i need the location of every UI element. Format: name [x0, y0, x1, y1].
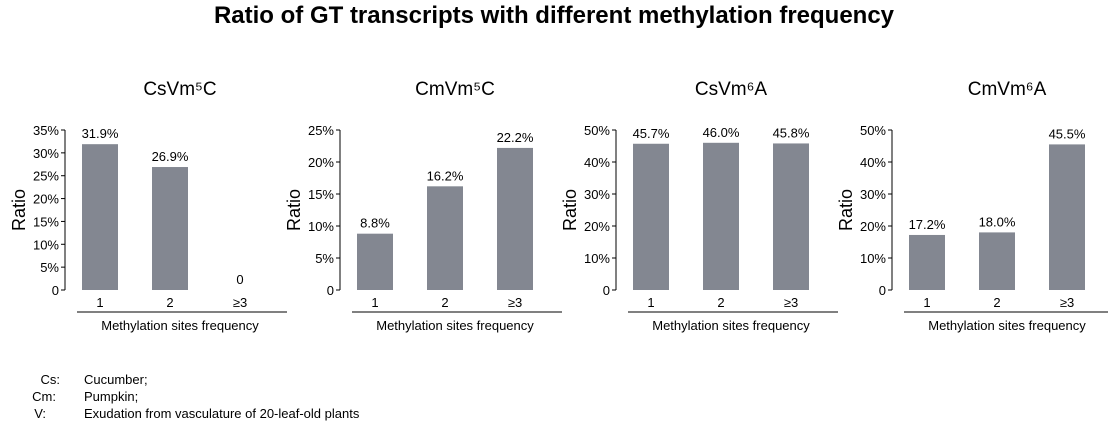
- x-axis-label: Methylation sites frequency: [928, 318, 1086, 333]
- y-tick-label: 25%: [33, 169, 59, 184]
- y-tick-label: 30%: [33, 146, 59, 161]
- footnote-row: V: Exudation from vasculature of 20-leaf…: [0, 405, 600, 422]
- x-tick-label: ≥3: [784, 295, 798, 310]
- y-tick-label: 0: [52, 283, 59, 298]
- x-tick-label: 2: [441, 295, 448, 310]
- x-axis-label: Methylation sites frequency: [376, 318, 534, 333]
- y-tick-label: 10%: [308, 219, 334, 234]
- y-tick-label: 10%: [860, 251, 886, 266]
- x-tick-label: 1: [371, 295, 378, 310]
- bar-value-label: 16.2%: [427, 168, 464, 183]
- y-tick-label: 0: [879, 283, 886, 298]
- x-tick-label: 1: [647, 295, 654, 310]
- y-tick-label: 20%: [308, 155, 334, 170]
- y-tick-label: 10%: [33, 237, 59, 252]
- footnote-key: V:: [34, 406, 46, 421]
- x-tick-label: 1: [96, 295, 103, 310]
- chart-title: CsVm⁶A: [695, 79, 768, 100]
- y-axis-label: Ratio: [284, 189, 304, 231]
- x-tick-label: 1: [923, 295, 930, 310]
- y-tick-label: 5%: [315, 251, 334, 266]
- bar: [909, 234, 945, 290]
- bar: [427, 186, 463, 290]
- y-tick-label: 20%: [584, 219, 610, 234]
- y-axis-label: Ratio: [9, 189, 29, 231]
- y-tick-label: 15%: [308, 187, 334, 202]
- x-tick-label: ≥3: [508, 295, 522, 310]
- y-tick-label: 0: [327, 283, 334, 298]
- y-tick-label: 30%: [584, 187, 610, 202]
- bar: [82, 144, 118, 290]
- bar-value-label: 46.0%: [703, 125, 740, 140]
- y-tick-label: 10%: [584, 251, 610, 266]
- bar: [773, 143, 809, 290]
- y-tick-label: 50%: [860, 123, 886, 138]
- y-tick-label: 0: [603, 283, 610, 298]
- x-axis-label: Methylation sites frequency: [652, 318, 810, 333]
- bar: [979, 232, 1015, 290]
- bar: [152, 167, 188, 290]
- main-title: Ratio of GT transcripts with different m…: [213, 2, 895, 29]
- y-tick-label: 35%: [33, 123, 59, 138]
- footnote-row: Cs: Cucumber;: [0, 371, 600, 388]
- footnote-key: Cs:: [40, 372, 61, 387]
- footnotes: Cs: Cucumber; Cm: Pumpkin; V: Exudation …: [0, 371, 600, 425]
- x-tick-label: 2: [993, 295, 1000, 310]
- bar-value-label: 0: [236, 272, 243, 287]
- bar-value-label: 45.7%: [633, 126, 670, 141]
- bar-value-label: 17.2%: [909, 217, 946, 232]
- chart-panel: CmVm⁶A Ratio 0 10% 20% 30% 40% 50% 17.2% 1 18.0% 2 4…: [836, 79, 1108, 333]
- chart-title: CmVm⁵C: [415, 79, 495, 100]
- bar: [633, 143, 669, 290]
- y-tick-label: 50%: [584, 123, 610, 138]
- y-tick-label: 40%: [860, 155, 886, 170]
- footnote-text: Pumpkin;: [84, 389, 139, 404]
- x-tick-label: ≥3: [233, 295, 247, 310]
- chart-title: CmVm⁶A: [968, 79, 1047, 100]
- chart-title: CsVm⁵C: [143, 79, 216, 100]
- bar: [703, 142, 739, 290]
- x-tick-label: ≥3: [1060, 295, 1074, 310]
- x-axis-label: Methylation sites frequency: [101, 318, 259, 333]
- y-tick-label: 25%: [308, 123, 334, 138]
- chart-panel: CsVm⁵C Ratio 0 5% 10% 15% 20% 25% 30% 35% 31.9% 1 26…: [9, 79, 287, 333]
- bar-value-label: 18.0%: [979, 214, 1016, 229]
- y-axis-label: Ratio: [560, 189, 580, 231]
- bar-value-label: 22.2%: [497, 130, 534, 145]
- y-tick-label: 15%: [33, 214, 59, 229]
- bar-value-label: 31.9%: [82, 126, 119, 141]
- x-tick-label: 2: [717, 295, 724, 310]
- footnote-text: Exudation from vasculature of 20-leaf-ol…: [84, 406, 360, 421]
- y-tick-label: 5%: [40, 260, 59, 275]
- footnote-row: Cm: Pumpkin;: [0, 388, 600, 405]
- footnote-key: Cm:: [32, 389, 56, 404]
- y-tick-label: 40%: [584, 155, 610, 170]
- bar-value-label: 26.9%: [152, 149, 189, 164]
- bar: [357, 233, 393, 290]
- y-tick-label: 30%: [860, 187, 886, 202]
- y-tick-label: 20%: [33, 192, 59, 207]
- bar: [497, 147, 533, 290]
- bar-value-label: 8.8%: [360, 216, 390, 231]
- bar-value-label: 45.5%: [1049, 126, 1086, 141]
- chart-panel: CmVm⁵C Ratio 0 5% 10% 15% 20% 25% 8.8% 1 16.2% 2 22.…: [284, 79, 562, 333]
- x-tick-label: 2: [166, 295, 173, 310]
- chart-panel: CsVm⁶A Ratio 0 10% 20% 30% 40% 50% 45.7% 1 46.0% 2 4…: [560, 79, 838, 333]
- bar: [1049, 144, 1085, 290]
- y-tick-label: 20%: [860, 219, 886, 234]
- bar-value-label: 45.8%: [773, 125, 810, 140]
- y-axis-label: Ratio: [836, 189, 856, 231]
- footnote-text: Cucumber;: [84, 372, 148, 387]
